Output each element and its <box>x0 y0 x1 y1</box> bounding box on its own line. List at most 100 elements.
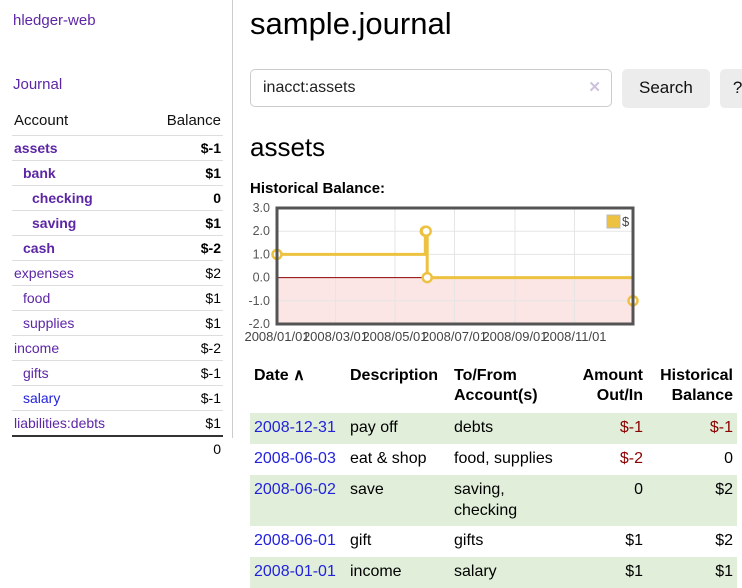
table-row: 2008-06-02 save saving, checking 0 $2 <box>250 474 737 527</box>
transaction-amount: $-1 <box>619 419 643 437</box>
svg-text:-1.0: -1.0 <box>248 293 270 307</box>
account-row: expenses $2 <box>12 260 223 286</box>
sidebar-account-cash[interactable]: cash <box>23 240 55 256</box>
svg-text:1.0: 1.0 <box>253 247 270 261</box>
account-balance: $1 <box>142 285 223 311</box>
account-row: income $-2 <box>12 335 223 361</box>
account-row: cash $-2 <box>12 235 223 261</box>
sidebar-account-gifts[interactable]: gifts <box>23 365 49 381</box>
account-balance: $1 <box>142 160 223 186</box>
page-title: sample.journal <box>250 6 452 41</box>
brand-link[interactable]: hledger-web <box>13 12 96 29</box>
transaction-amount: $1 <box>625 532 643 550</box>
transaction-balance: 0 <box>724 449 733 467</box>
register-col-date[interactable]: Date ∧ <box>254 366 305 384</box>
table-row: 2008-06-01 gift gifts $1 $2 <box>250 526 737 557</box>
transaction-description: gift <box>350 532 372 550</box>
transaction-amount: $-2 <box>619 449 643 467</box>
accounts-col-balance: Balance <box>142 109 223 136</box>
transaction-balance: $2 <box>715 532 733 550</box>
data-point-marker <box>421 271 433 283</box>
transaction-date-link[interactable]: 2008-06-01 <box>254 532 336 550</box>
transaction-accounts: saving, checking <box>454 480 518 519</box>
table-row: 2008-06-03 eat & shop food, supplies $-2… <box>250 444 737 475</box>
sidebar: hledger-web Journal Account Balance asse… <box>0 0 233 582</box>
svg-text:2008/07/01: 2008/07/01 <box>422 329 487 344</box>
register-col-amount: Amount Out/In <box>582 366 643 405</box>
transaction-date-link[interactable]: 2008-12-31 <box>254 419 336 437</box>
sidebar-item-journal[interactable]: Journal <box>13 76 63 93</box>
sidebar-account-income[interactable]: income <box>14 340 60 356</box>
accounts-total-row: 0 <box>12 435 223 461</box>
register-col-balance: Historical Balance <box>660 366 733 405</box>
account-heading: assets <box>250 131 326 162</box>
svg-text:2008/01/01: 2008/01/01 <box>244 329 309 344</box>
accounts-table: Account Balance assets $-1 bank $1 check… <box>12 109 223 461</box>
clear-search-icon[interactable]: ✕ <box>588 79 601 97</box>
svg-text:-2.0: -2.0 <box>248 317 270 331</box>
transaction-description: income <box>350 563 402 581</box>
transaction-description: save <box>350 480 384 498</box>
svg-text:3.0: 3.0 <box>253 201 270 215</box>
sidebar-account-liabilities-debts[interactable]: liabilities:debts <box>14 415 106 431</box>
register-col-accounts: To/From Account(s) <box>454 366 538 405</box>
plot-border <box>275 206 635 326</box>
account-balance: $-2 <box>142 335 223 361</box>
account-row: salary $-1 <box>12 385 223 411</box>
table-row: 2008-12-31 pay off debts $-1 $-1 <box>250 413 737 444</box>
account-balance: $-1 <box>200 140 221 156</box>
transaction-description: eat & shop <box>350 449 427 467</box>
account-balance: $-2 <box>142 235 223 261</box>
account-balance: $-1 <box>142 385 223 411</box>
sidebar-account-food[interactable]: food <box>23 290 51 306</box>
transaction-accounts: gifts <box>454 532 484 550</box>
sort-asc-icon: ∧ <box>293 366 305 384</box>
svg-text:2008/03/01: 2008/03/01 <box>303 329 368 344</box>
historical-balance-chart[interactable]: $3.0 2.0 1.0 0.0 -1.0 -2.0 2008/01/01 2008/03/0… <box>244 201 742 347</box>
svg-text:2008/05/01: 2008/05/01 <box>362 329 427 344</box>
sidebar-account-saving[interactable]: saving <box>32 215 77 231</box>
transaction-balance: $2 <box>715 480 733 498</box>
sidebar-account-bank[interactable]: bank <box>23 165 56 181</box>
search-form: ✕ Search ? <box>250 68 742 108</box>
sidebar-account-checking[interactable]: checking <box>32 190 93 206</box>
transaction-amount: 0 <box>634 480 643 498</box>
register-header-row: Date ∧ Description To/From Account(s) Am… <box>250 364 737 414</box>
sidebar-account-supplies[interactable]: supplies <box>23 315 75 331</box>
main-content: sample.journal ✕ Search ? assets Histori… <box>233 0 742 588</box>
register-col-description: Description <box>350 366 439 384</box>
transaction-accounts: debts <box>454 419 494 437</box>
account-balance: $1 <box>142 310 223 336</box>
account-row: liabilities:debts $1 <box>12 410 223 436</box>
svg-text:2008/11/01: 2008/11/01 <box>542 329 606 344</box>
account-row: food $1 <box>12 285 223 311</box>
accounts-col-account: Account <box>12 109 143 136</box>
search-input[interactable] <box>250 69 612 108</box>
transaction-accounts: salary <box>454 563 497 581</box>
account-row: supplies $1 <box>12 310 223 336</box>
legend-swatch <box>606 214 621 229</box>
svg-text:2.0: 2.0 <box>253 224 270 238</box>
transaction-balance: $-1 <box>709 419 733 437</box>
account-balance: 0 <box>142 185 223 211</box>
transaction-date-link[interactable]: 2008-06-03 <box>254 449 336 467</box>
account-balance: $1 <box>142 210 223 236</box>
transaction-balance: $1 <box>715 563 733 581</box>
svg-text:0.0: 0.0 <box>253 270 270 284</box>
transaction-date-link[interactable]: 2008-01-01 <box>254 563 336 581</box>
accounts-total-spacer <box>12 435 143 461</box>
account-row: gifts $-1 <box>12 360 223 386</box>
account-balance: $2 <box>142 260 223 286</box>
help-button[interactable]: ? <box>719 68 742 108</box>
sidebar-account-salary[interactable]: salary <box>23 390 61 406</box>
register-table: Date ∧ Description To/From Account(s) Am… <box>250 364 737 588</box>
sidebar-divider <box>232 0 233 438</box>
transaction-accounts: food, supplies <box>454 449 553 467</box>
sidebar-account-expenses[interactable]: expenses <box>14 265 74 281</box>
account-row: saving $1 <box>12 210 223 236</box>
sidebar-account-assets[interactable]: assets <box>14 140 58 156</box>
transaction-date-link[interactable]: 2008-06-02 <box>254 480 336 498</box>
table-row: 2008-01-01 income salary $1 $1 <box>250 557 737 588</box>
search-button[interactable]: Search <box>622 68 710 108</box>
